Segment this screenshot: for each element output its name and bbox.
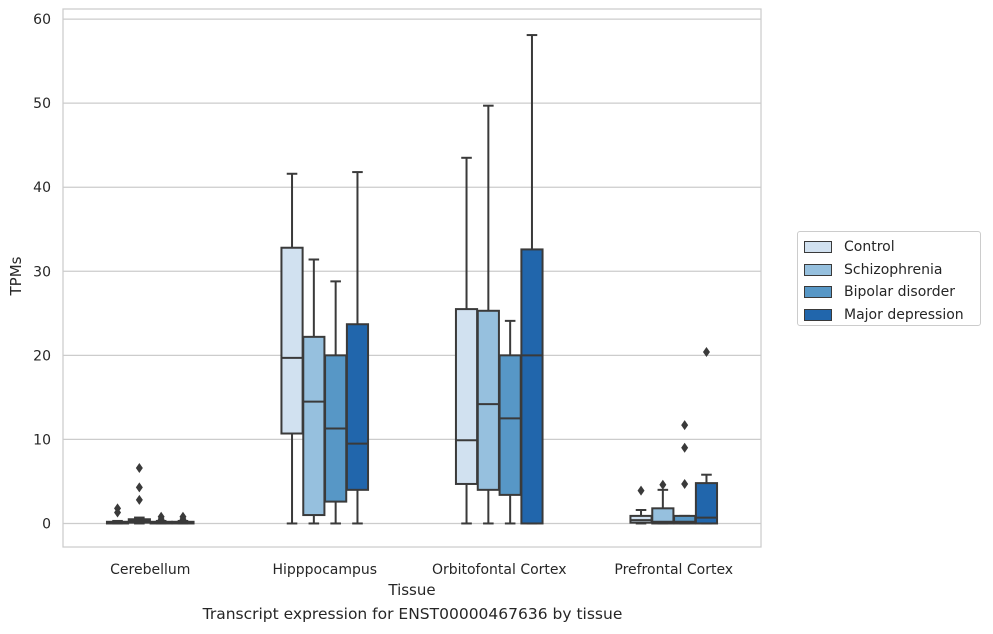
box-major-depression <box>345 171 370 525</box>
y-axis-title: TPMs <box>7 256 25 296</box>
legend-item: Major depression <box>804 304 974 327</box>
chart-caption: Transcript expression for ENST0000046763… <box>202 605 623 623</box>
legend-swatch <box>804 241 832 254</box>
x-axis-ticks: Cerebellum Hipppocampus Orbitofontal Corte… <box>110 562 733 578</box>
grid-lines <box>63 18 761 525</box>
box-iqr <box>302 335 326 517</box>
y-tick-label: 30 <box>33 264 51 280</box>
legend: Control Schizophrenia Bipolar disorder Majo… <box>797 231 981 326</box>
legend-label: Control <box>844 239 895 256</box>
legend-item: Schizophrenia <box>804 259 974 282</box>
x-tick-label: Hipppocampus <box>272 562 377 578</box>
box-series <box>105 34 719 525</box>
box-iqr <box>345 323 370 491</box>
outlier-point <box>659 479 667 490</box>
box-control <box>454 156 479 525</box>
legend-swatch <box>804 286 832 299</box>
box-bipolar-disorder <box>673 420 697 525</box>
outlier-point <box>681 478 689 489</box>
box-iqr <box>476 309 500 491</box>
legend-label: Schizophrenia <box>844 261 943 278</box>
box-major-depression <box>171 511 195 525</box>
y-axis-ticks: 0 10 20 30 40 50 60 <box>33 12 51 532</box>
outlier-point <box>702 346 710 357</box>
legend-item: Bipolar disorder <box>804 281 974 304</box>
x-axis-title: Tissue <box>387 581 435 599</box>
x-tick-label: Orbitofontal Cortex <box>432 562 567 578</box>
box-iqr <box>498 354 522 496</box>
y-tick-label: 10 <box>33 432 51 448</box>
legend-label: Major depression <box>844 306 964 323</box>
box-iqr <box>694 482 719 525</box>
box-control <box>105 503 130 525</box>
box-major-depression <box>694 346 719 525</box>
box-bipolar-disorder <box>498 319 522 525</box>
box-schizophrenia <box>476 104 500 525</box>
box-iqr <box>520 248 544 525</box>
y-tick-label: 60 <box>33 12 51 28</box>
outlier-point <box>179 511 187 522</box>
plot-frame <box>62 8 762 548</box>
box-control <box>629 485 653 525</box>
outlier-point <box>135 462 143 473</box>
box-bipolar-disorder <box>324 280 348 525</box>
box-bipolar-disorder <box>149 511 173 525</box>
legend-label: Bipolar disorder <box>844 284 956 301</box>
box-schizophrenia <box>651 479 675 525</box>
y-tick-label: 50 <box>33 96 51 112</box>
legend-swatch <box>804 263 832 276</box>
outlier-point <box>637 485 645 496</box>
y-tick-label: 0 <box>42 516 51 532</box>
outlier-point <box>114 503 122 514</box>
box-schizophrenia <box>302 258 326 525</box>
y-tick-label: 20 <box>33 348 51 364</box>
box-control <box>280 172 304 525</box>
legend-swatch <box>804 308 832 321</box>
box-major-depression <box>520 34 544 525</box>
x-tick-label: Prefrontal Cortex <box>614 562 733 578</box>
outlier-point <box>157 511 165 522</box>
outlier-point <box>681 442 689 453</box>
outlier-point <box>135 482 143 493</box>
box-iqr <box>280 246 304 435</box>
box-schizophrenia <box>127 462 151 525</box>
outlier-point <box>135 494 143 505</box>
x-tick-label: Cerebellum <box>110 562 190 578</box>
y-tick-label: 40 <box>33 180 51 196</box>
outlier-point <box>681 420 689 431</box>
legend-item: Control <box>804 236 974 259</box>
box-iqr <box>454 308 479 485</box>
